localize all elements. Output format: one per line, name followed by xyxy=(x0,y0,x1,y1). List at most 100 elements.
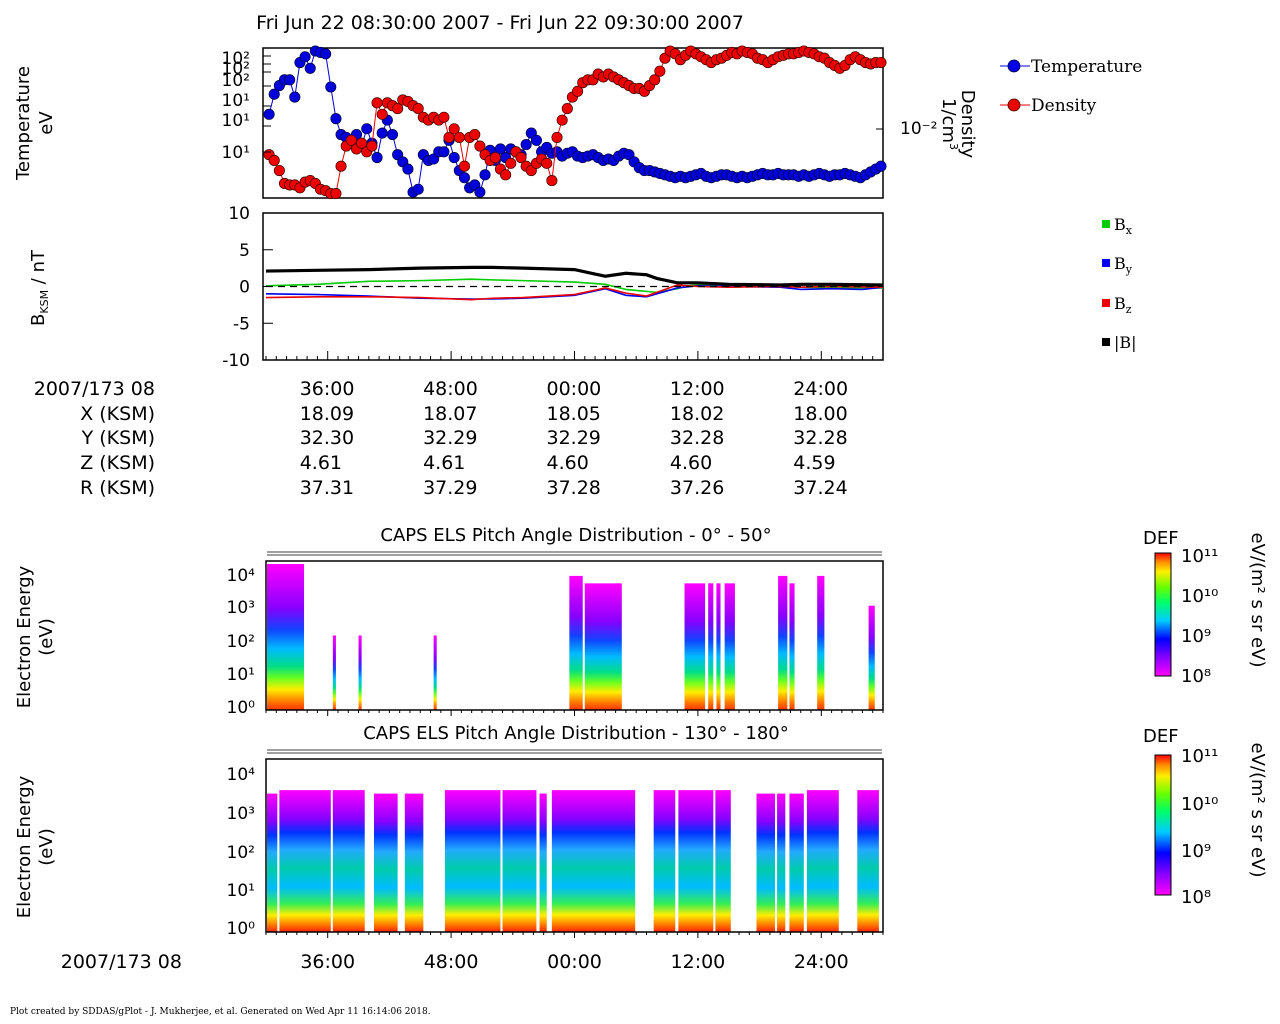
table-cell: 32.29 xyxy=(423,427,477,449)
density-point xyxy=(371,97,383,109)
panel-frame xyxy=(265,560,884,711)
y-tick-label: 10⁴ xyxy=(227,566,256,586)
row-label: X (KSM) xyxy=(80,403,155,425)
btot-line xyxy=(265,265,884,287)
y-ticks: 10⁴ 10³ 10² 10¹ 10⁰ xyxy=(227,765,256,939)
table-columns: 36:0018.0932.304.6137.3148:0018.0732.294… xyxy=(300,378,848,499)
bfield-panel: 10 5 0 -5 -10 BKSM / nT Bx By Bz |B| xyxy=(28,204,1137,371)
table-cell: 32.28 xyxy=(793,427,847,449)
footer-credit: Plot created by SDDAS/gPlot - J. Mukherj… xyxy=(10,1007,431,1017)
colorbar-tick: 10¹¹ xyxy=(1181,746,1218,767)
spectrogram-block xyxy=(777,793,786,932)
table-cell: 32.29 xyxy=(547,427,601,449)
y-tick-label: -10 xyxy=(222,351,250,371)
temperature-unit: eV xyxy=(36,111,57,135)
temperature-point xyxy=(371,152,383,164)
density-point xyxy=(649,74,661,86)
spectrogram-block xyxy=(404,793,424,932)
density-point xyxy=(330,188,342,200)
spectrogram-block xyxy=(332,635,336,710)
spectrogram-block xyxy=(806,790,839,932)
temperature-density-panel: 10² 10² 10² 10¹ 10¹ 10¹ 10⁻² Temperature… xyxy=(13,45,1142,200)
density-point xyxy=(551,131,563,143)
spectrogram-marks xyxy=(265,790,884,938)
row-label: R (KSM) xyxy=(80,477,155,499)
spectrogram-block xyxy=(716,583,721,710)
spectrogram-block xyxy=(756,793,776,932)
legend-temperature-marker xyxy=(1007,59,1021,73)
density-point xyxy=(654,65,666,77)
temperature-point xyxy=(402,163,414,175)
temperature-point xyxy=(386,128,399,141)
density-point xyxy=(438,111,450,123)
spectrogram-block xyxy=(678,790,714,932)
y-tick-label: 10¹ xyxy=(227,881,255,901)
temperature-point xyxy=(268,88,280,100)
table-cell: 4.61 xyxy=(423,452,465,474)
bfield-axis-label: BKSM / nT xyxy=(28,249,51,326)
y-tick-label: 10 xyxy=(228,204,250,224)
temperature-axis-label: Temperature eV xyxy=(13,66,57,181)
y-tick-label: 10⁰ xyxy=(227,698,256,718)
density-point xyxy=(556,114,568,126)
legend-by: By xyxy=(1114,254,1133,276)
spectrogram-block xyxy=(279,790,331,932)
temperature-point xyxy=(289,91,301,103)
table-cell: 32.28 xyxy=(670,427,724,449)
density-point xyxy=(474,140,486,152)
table-cell: 37.28 xyxy=(547,477,601,499)
table-cell: 37.29 xyxy=(423,477,477,499)
table-cell: 18.00 xyxy=(793,403,847,425)
density-point xyxy=(546,175,558,187)
spectrogram-130-180-panel: CAPS ELS Pitch Angle Distribution - 130°… xyxy=(14,723,1268,973)
legend-density: Density xyxy=(1031,96,1097,116)
temperature-point xyxy=(320,48,332,60)
temperature-point xyxy=(361,123,373,135)
legend-density-marker xyxy=(1007,98,1021,112)
density-point xyxy=(448,123,460,135)
column-label: 24:00 xyxy=(793,378,848,400)
table-cell: 37.26 xyxy=(670,477,724,499)
density-point xyxy=(469,128,481,141)
legend-btot: |B| xyxy=(1114,333,1137,352)
y-tick-label: 10¹ xyxy=(227,665,255,685)
table-cell: 37.24 xyxy=(793,477,847,499)
spectrogram-block xyxy=(502,790,537,932)
legend-temperature: Temperature xyxy=(1031,57,1142,77)
spectrogram-block xyxy=(444,790,501,932)
y-tick-label: 10² xyxy=(227,843,255,863)
ylabel: Electron Energy xyxy=(14,565,35,708)
ephemeris-table: 2007/173 08 X (KSM) Y (KSM) Z (KSM) R (K… xyxy=(34,378,848,499)
left-tick-label: 10¹ xyxy=(222,91,250,111)
colorbar-tick: 10¹⁰ xyxy=(1181,794,1218,815)
density-unit: 1/cm3 xyxy=(938,98,960,150)
spectrogram-block xyxy=(789,583,795,710)
legend-bz-swatch xyxy=(1102,299,1110,307)
temperature-point xyxy=(474,186,486,198)
panel-marks xyxy=(265,265,884,301)
temperature-point xyxy=(412,183,424,195)
spectrogram-block xyxy=(267,793,278,932)
column-label: 48:00 xyxy=(423,378,478,400)
legend-btot-swatch xyxy=(1102,338,1110,346)
spectrogram-0-50-panel: CAPS ELS Pitch Angle Distribution - 0° -… xyxy=(14,525,1268,718)
density-point xyxy=(335,160,347,172)
density-point xyxy=(366,140,378,152)
legend: Temperature Density xyxy=(1000,57,1142,116)
spectrogram-block xyxy=(868,605,875,710)
table-cell: 18.05 xyxy=(547,403,601,425)
column-label: 12:00 xyxy=(670,378,725,400)
density-point xyxy=(489,152,501,164)
temperature-point xyxy=(263,108,275,120)
colorbar: DEF 10¹¹ 10¹⁰ 10⁹ 10⁸ eV/(m² s sr eV) xyxy=(1143,726,1268,908)
ylabel: Electron Energy xyxy=(14,775,35,918)
density-point xyxy=(412,103,424,115)
legend-by-swatch xyxy=(1102,259,1110,267)
left-tick-label: 10² xyxy=(222,49,250,69)
spectrogram-block xyxy=(569,575,583,710)
temperature-label: Temperature xyxy=(13,66,34,181)
spectrogram-block xyxy=(433,635,437,710)
temperature-point xyxy=(438,146,450,158)
temperature-point xyxy=(458,172,471,184)
